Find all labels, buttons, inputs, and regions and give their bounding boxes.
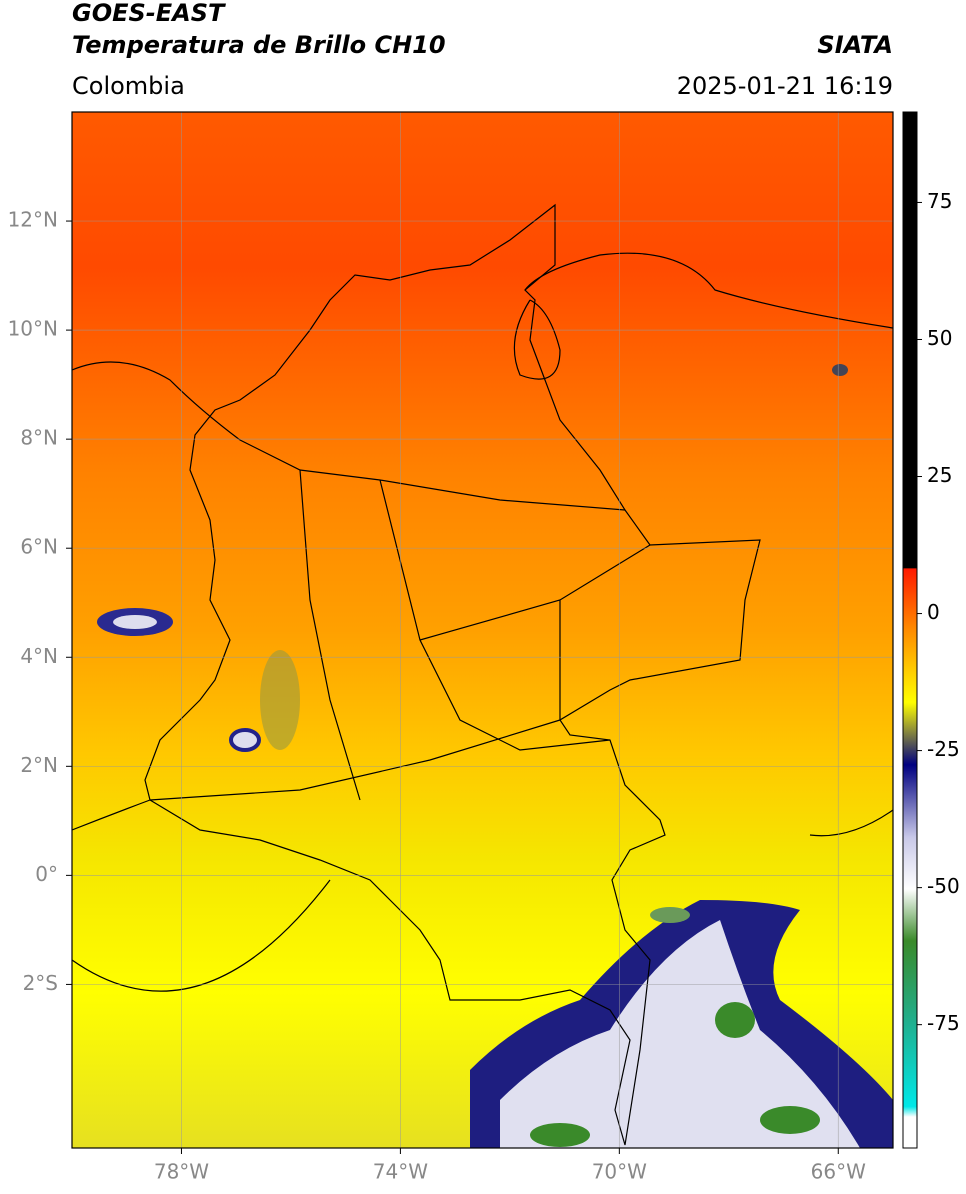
source: SIATA [817, 31, 893, 59]
colombia-border [144, 203, 761, 1146]
lon-tick-label: 66°W [811, 1160, 866, 1184]
region: Colombia [72, 72, 185, 100]
lat-tick-label: 8°N [20, 426, 58, 450]
coastline [72, 252, 893, 992]
colorbar-tick-label: -75 [927, 1011, 960, 1035]
gridlines [72, 112, 893, 1148]
lat-tick-label: 2°S [23, 971, 58, 995]
lat-tick-label: 0° [35, 862, 58, 886]
title: Temperatura de Brillo CH10 [72, 31, 446, 59]
lon-tick-label: 78°W [154, 1160, 209, 1184]
lon-tick-label: 74°W [373, 1160, 428, 1184]
colorbar-tick-label: 75 [927, 189, 952, 213]
lat-tick-label: 4°N [20, 644, 58, 668]
colorbar [902, 111, 918, 1149]
lat-tick-label: 2°N [20, 753, 58, 777]
map-image [72, 112, 893, 1148]
colorbar-tick-label: 50 [927, 326, 952, 350]
clouds [97, 364, 893, 1148]
department-borders [149, 439, 651, 801]
lat-tick-label: 6°N [20, 535, 58, 559]
lon-tick-label: 70°W [592, 1160, 647, 1184]
colorbar-tick-label: 0 [927, 600, 940, 624]
colorbar-tick-label: -25 [927, 737, 960, 761]
map-frame [71, 111, 894, 1149]
colorbar-tick-label: 25 [927, 463, 952, 487]
lat-tick-label: 10°N [8, 317, 58, 341]
colorbar-tick-label: -50 [927, 874, 960, 898]
lat-tick-label: 12°N [8, 208, 58, 232]
timestamp: 2025-01-21 16:19 [677, 72, 893, 100]
title: GOES-EAST [72, 0, 226, 27]
